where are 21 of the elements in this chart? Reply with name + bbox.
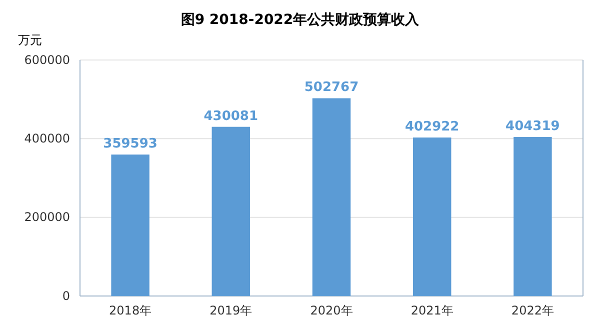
data-label: 402922 — [404, 120, 460, 135]
y-tick-label: 400000 — [24, 132, 70, 146]
x-tick-label: 2020年 — [310, 304, 353, 318]
data-label: 430081 — [204, 108, 258, 124]
data-label: 359593 — [103, 136, 158, 152]
y-axis-title: 万元 — [18, 33, 42, 47]
y-tick-label: 200000 — [24, 210, 70, 224]
chart-title: 图9 2018-2022年公共财政预算收入 — [180, 12, 420, 28]
data-label: 404319 — [506, 118, 560, 134]
x-tick-label: 2022年 — [511, 304, 554, 318]
x-tick-label: 2021年 — [410, 304, 454, 318]
bar — [514, 136, 552, 296]
y-tick-label: 600000 — [24, 52, 70, 67]
x-tick-label: 2019年 — [210, 304, 252, 318]
y-tick-label: 0 — [62, 288, 70, 303]
bar — [412, 138, 452, 296]
bar — [111, 154, 150, 296]
bar — [312, 98, 351, 296]
data-label: 502767 — [304, 80, 359, 96]
bar — [212, 126, 250, 296]
x-tick-label: 2018年 — [109, 304, 152, 318]
